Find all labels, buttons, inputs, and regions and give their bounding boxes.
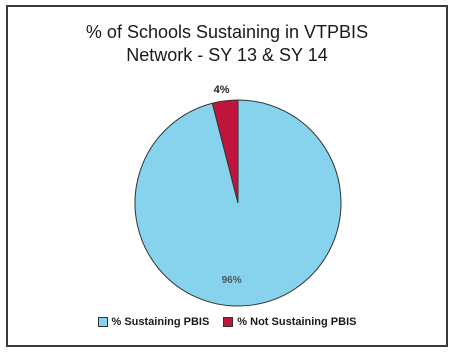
legend-label-not-sustaining: % Not Sustaining PBIS xyxy=(237,316,356,328)
pie-label-sustaining: 96% xyxy=(222,275,242,286)
pie-chart: 96% 4% xyxy=(8,7,450,349)
chart-frame: % of Schools Sustaining in VTPBIS Networ… xyxy=(6,5,448,347)
legend-item-sustaining: % Sustaining PBIS xyxy=(98,316,210,328)
pie-label-not-sustaining: 4% xyxy=(214,84,230,96)
legend-label-sustaining: % Sustaining PBIS xyxy=(112,316,210,328)
chart-legend: % Sustaining PBIS % Not Sustaining PBIS xyxy=(8,316,446,328)
legend-swatch-not-sustaining xyxy=(223,317,233,327)
legend-swatch-sustaining xyxy=(98,317,108,327)
legend-item-not-sustaining: % Not Sustaining PBIS xyxy=(223,316,356,328)
